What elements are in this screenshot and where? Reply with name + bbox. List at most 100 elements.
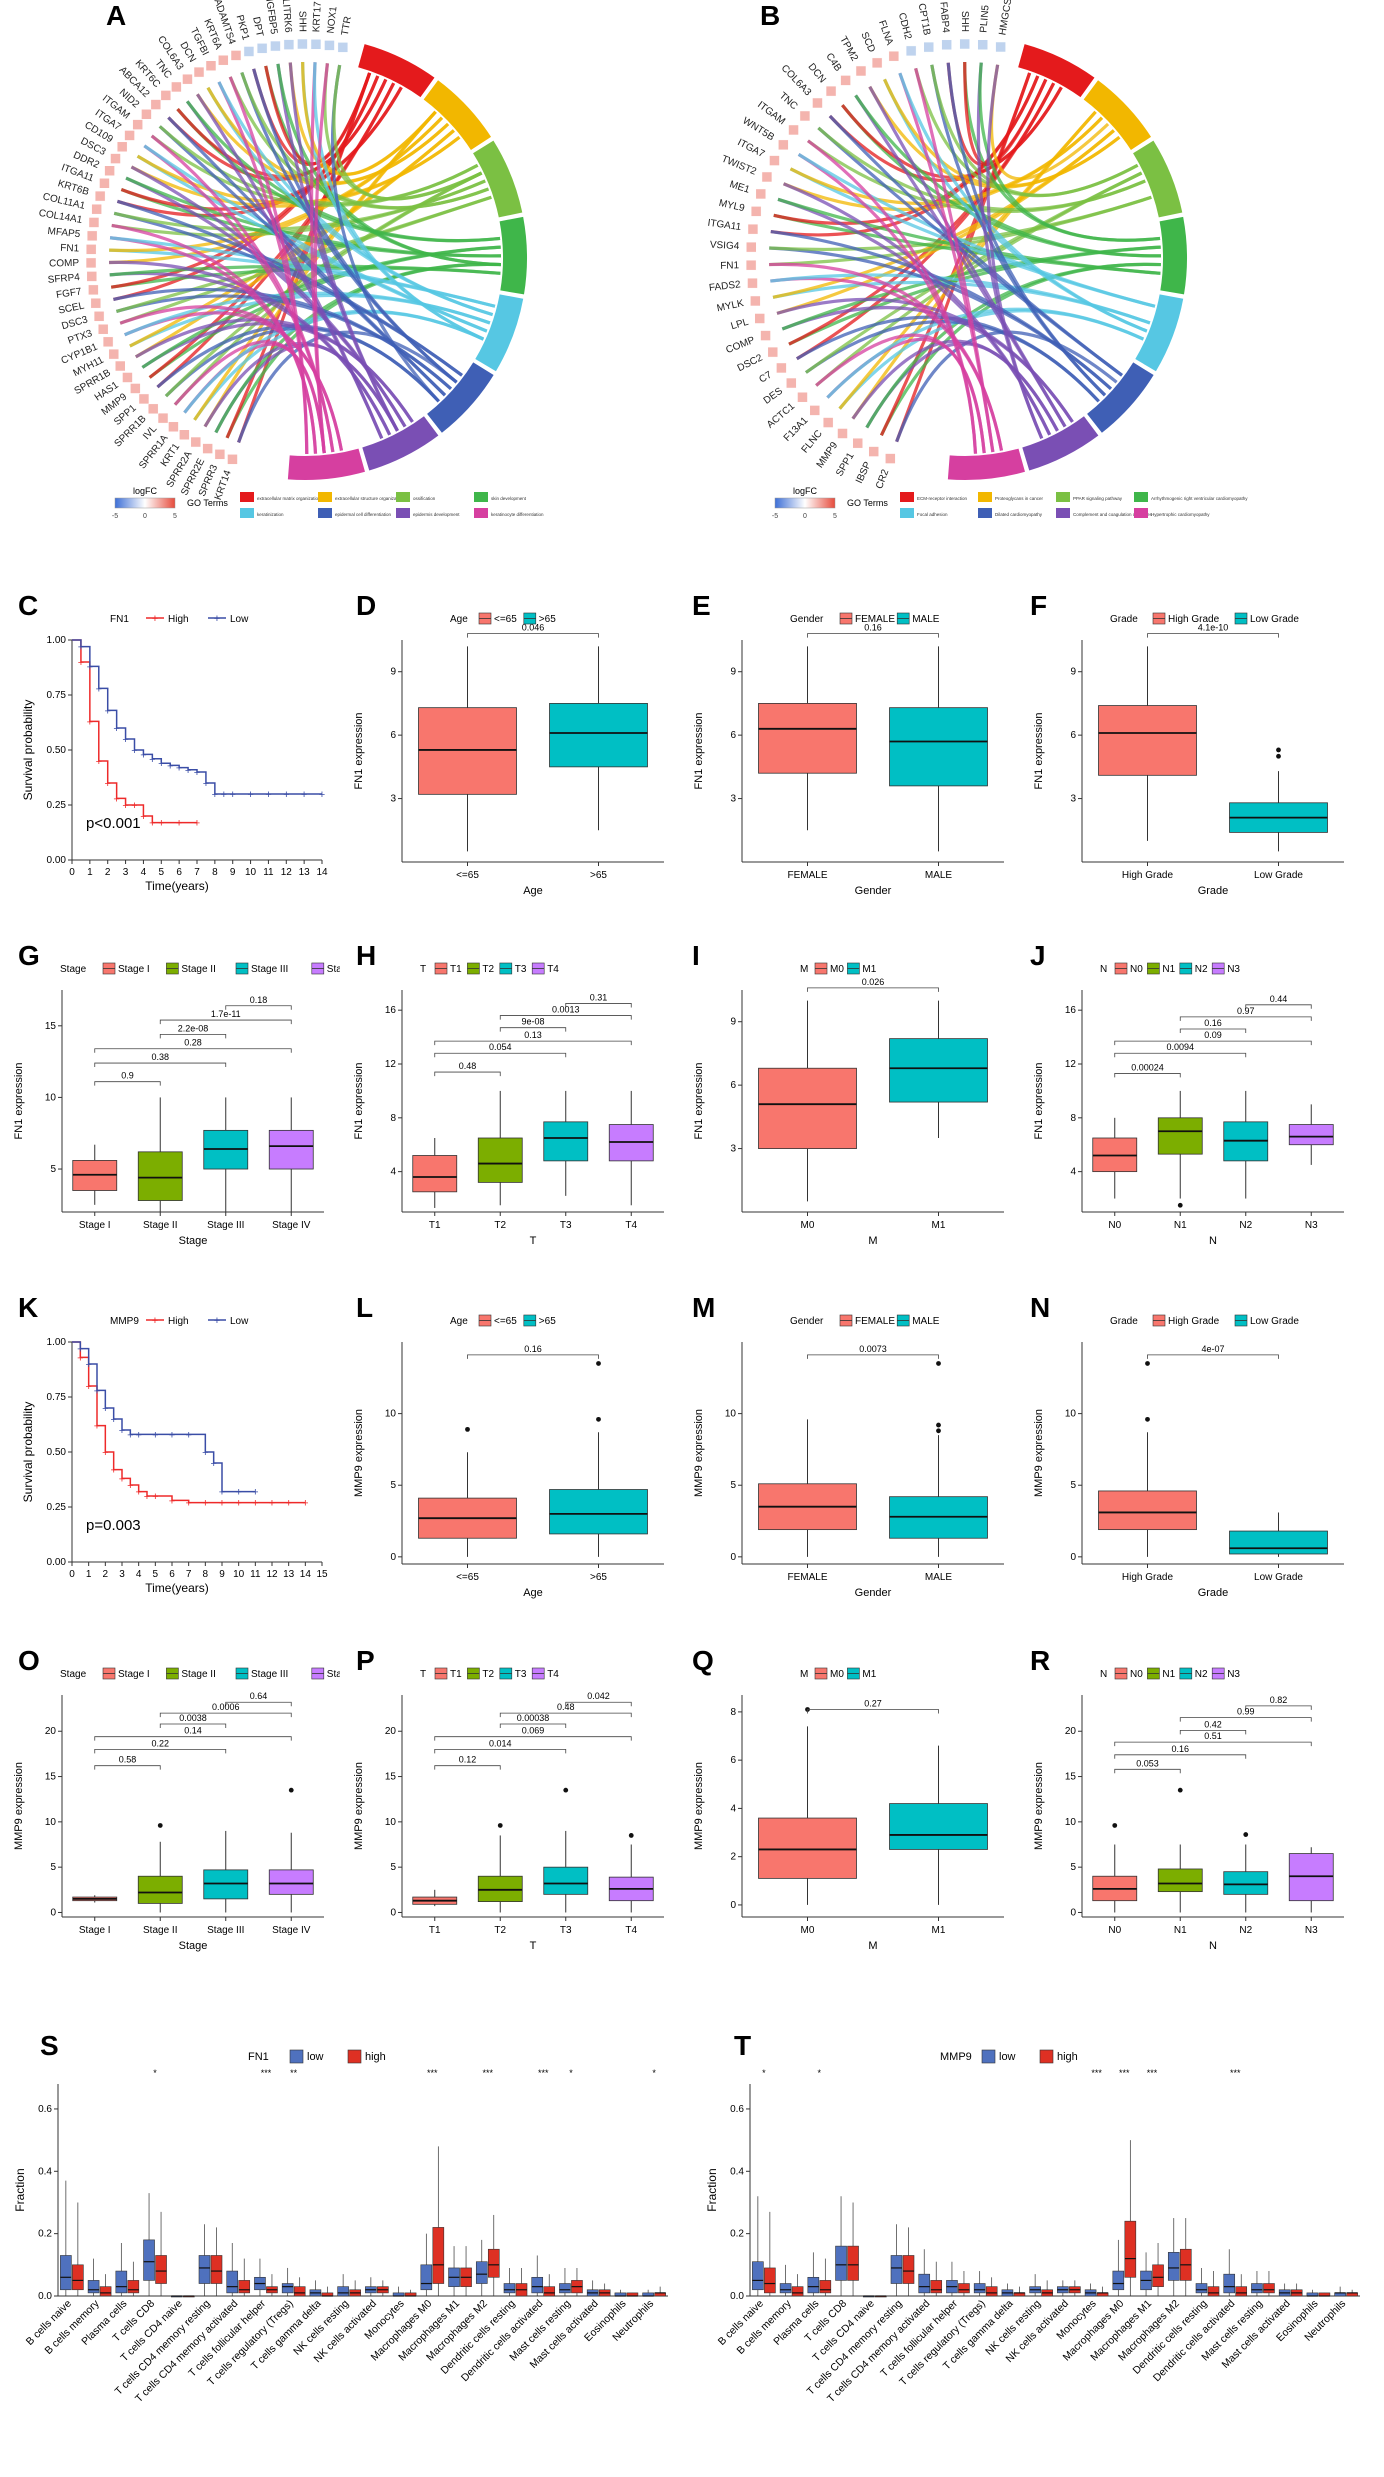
km-k-x-tick-label: 2 [103,1569,109,1580]
km-k-legend-label: Low [230,1316,249,1327]
box-m-outlier [936,1361,941,1366]
chord-b-gene-square [822,417,834,428]
chord-a-gene-square [230,50,242,61]
box-g-pvalue: 1.7e-11 [211,1009,241,1019]
panel-label-b: B [760,0,781,31]
box-q-legend-label: M0 [830,1669,844,1680]
immune-s-box [115,2270,128,2294]
chord-a-gene-square [179,429,190,441]
box-r-x-tick-label: N3 [1305,1925,1318,1936]
box-o-bracket [94,1736,292,1741]
immune-t-box [1207,2286,1220,2297]
box-h-y-tick-label: 4 [390,1167,396,1178]
box-j-xlabel: N [1209,1235,1217,1247]
box-l-legend-var: Age [450,1316,468,1327]
boxplot-mmp9-grade: Grade High Grade Low Grade 0 5 10 MMP9 express… [1033,1314,1344,1599]
chord-b-ribbon [854,94,1162,258]
box-f-xlabel: Grade [1198,885,1229,897]
chord-b-gene-label: FADS2 [708,279,741,294]
immune-s-legend-key [347,2049,362,2064]
box-r-outlier [1112,1823,1118,1828]
box-l-bracket [467,1354,599,1359]
immune-s-box [281,2283,294,2294]
chord-b-go-label: Complement and coagulation cascades [1073,512,1153,517]
box-h-x-tick-label: T3 [560,1220,572,1231]
box-o-box [203,1869,249,1900]
chord-a-gene-label: FN1 [60,243,80,255]
immune-t-significance: *** [1147,2068,1158,2078]
chord-a-logfc-bar [114,497,176,509]
box-g-bracket [94,1062,227,1068]
box-e-ylabel: FN1 expression [693,712,705,789]
km-c-censor-mark: + [185,765,191,777]
km-c-censor-mark: + [140,811,146,823]
box-o-outlier [288,1787,294,1793]
chord-a-gene-label: SFRP4 [47,272,80,286]
chord-a-ribbon [196,93,384,439]
box-d-xlabel: Age [523,885,543,897]
immune-s-significance: *** [538,2068,549,2078]
box-q-x-tick-label: M1 [932,1925,946,1936]
km-k-ylabel: Survival probability [21,1402,35,1503]
chord-b-ribbon [826,307,1145,399]
box-n-y-tick-label: 0 [1070,1552,1076,1563]
box-h-pvalue: 0.0013 [552,1005,580,1015]
km-k-censor-mark: + [169,1429,175,1441]
chord-a-go-label: extracellular structure organization [335,496,404,501]
chord-b-gene-square [977,39,988,50]
chord-a-gene-square [141,109,152,120]
chord-b-gene-square [825,85,837,97]
boxplot-mmp9-gender: Gender FEMALE MALE 0 5 10 MMP9 expression Gende… [693,1314,1004,1599]
km-c-censor-mark: + [229,789,235,801]
chord-a-gene-label: DPT [250,16,265,38]
chord-b-go-segment [1133,140,1183,218]
box-e-box [889,707,988,787]
box-q-y-tick-label: 8 [730,1707,736,1718]
km-k-x-tick-label: 4 [136,1569,142,1580]
immune-t-significance: *** [1119,2068,1130,2078]
immune-s-box [531,2276,544,2294]
box-r-box [1157,1868,1203,1893]
km-c-censor-mark: + [167,760,173,772]
box-q-y-tick-label: 6 [730,1755,736,1766]
chord-a-gene-square [122,372,133,383]
km-c-censor-mark: + [194,767,200,779]
box-p-legend-label: T4 [547,1669,559,1680]
chord-b-go-key [1134,508,1148,518]
chord-b-ribbon [781,245,1161,331]
chord-a-gene-square [91,203,102,215]
chord-a-gene-label: IGFBP5 [263,0,279,35]
immune-s-box [293,2286,306,2297]
box-f-box [1098,705,1197,776]
chord-b-go-label: Proteoglycans in cancer [995,496,1044,501]
box-p-bracket [434,1736,632,1741]
box-h-y-tick-label: 16 [385,1005,397,1016]
box-l-xlabel: Age [523,1587,543,1599]
km-c-censor-mark: + [176,763,182,775]
km-k-censor-mark: + [135,1487,141,1499]
panel-label-d: D [356,590,377,621]
chord-b-ribbon [815,333,986,454]
immune-s-box [99,2286,112,2297]
box-p-pvalue: 0.48 [557,1702,575,1712]
chord-b-gene-square [776,362,787,374]
box-g-x-tick-label: Stage I [79,1220,111,1231]
km-k-censor-mark: + [235,1498,241,1510]
chord-b-gene-square [755,188,767,200]
box-r-bracket [1114,1768,1181,1774]
chord-b-go-segment [1159,216,1188,295]
chord-b-gene-label: ME1 [728,179,751,196]
box-o-y-tick-label: 10 [45,1817,57,1828]
chord-b-ribbon [838,309,1145,410]
box-r-y-tick-label: 5 [1070,1862,1076,1873]
panel-label-q: Q [692,1645,714,1676]
box-p-x-tick-label: T3 [560,1925,572,1936]
panel-label-s: S [40,2030,59,2061]
box-f-y-tick-label: 9 [1070,667,1076,678]
chord-b-gene-square [855,65,867,77]
box-n-y-tick-label: 5 [1070,1480,1076,1491]
km-c-censor-mark: + [78,642,84,654]
chord-b-gene-square [750,295,761,307]
km-c-censor-mark: + [319,789,325,801]
